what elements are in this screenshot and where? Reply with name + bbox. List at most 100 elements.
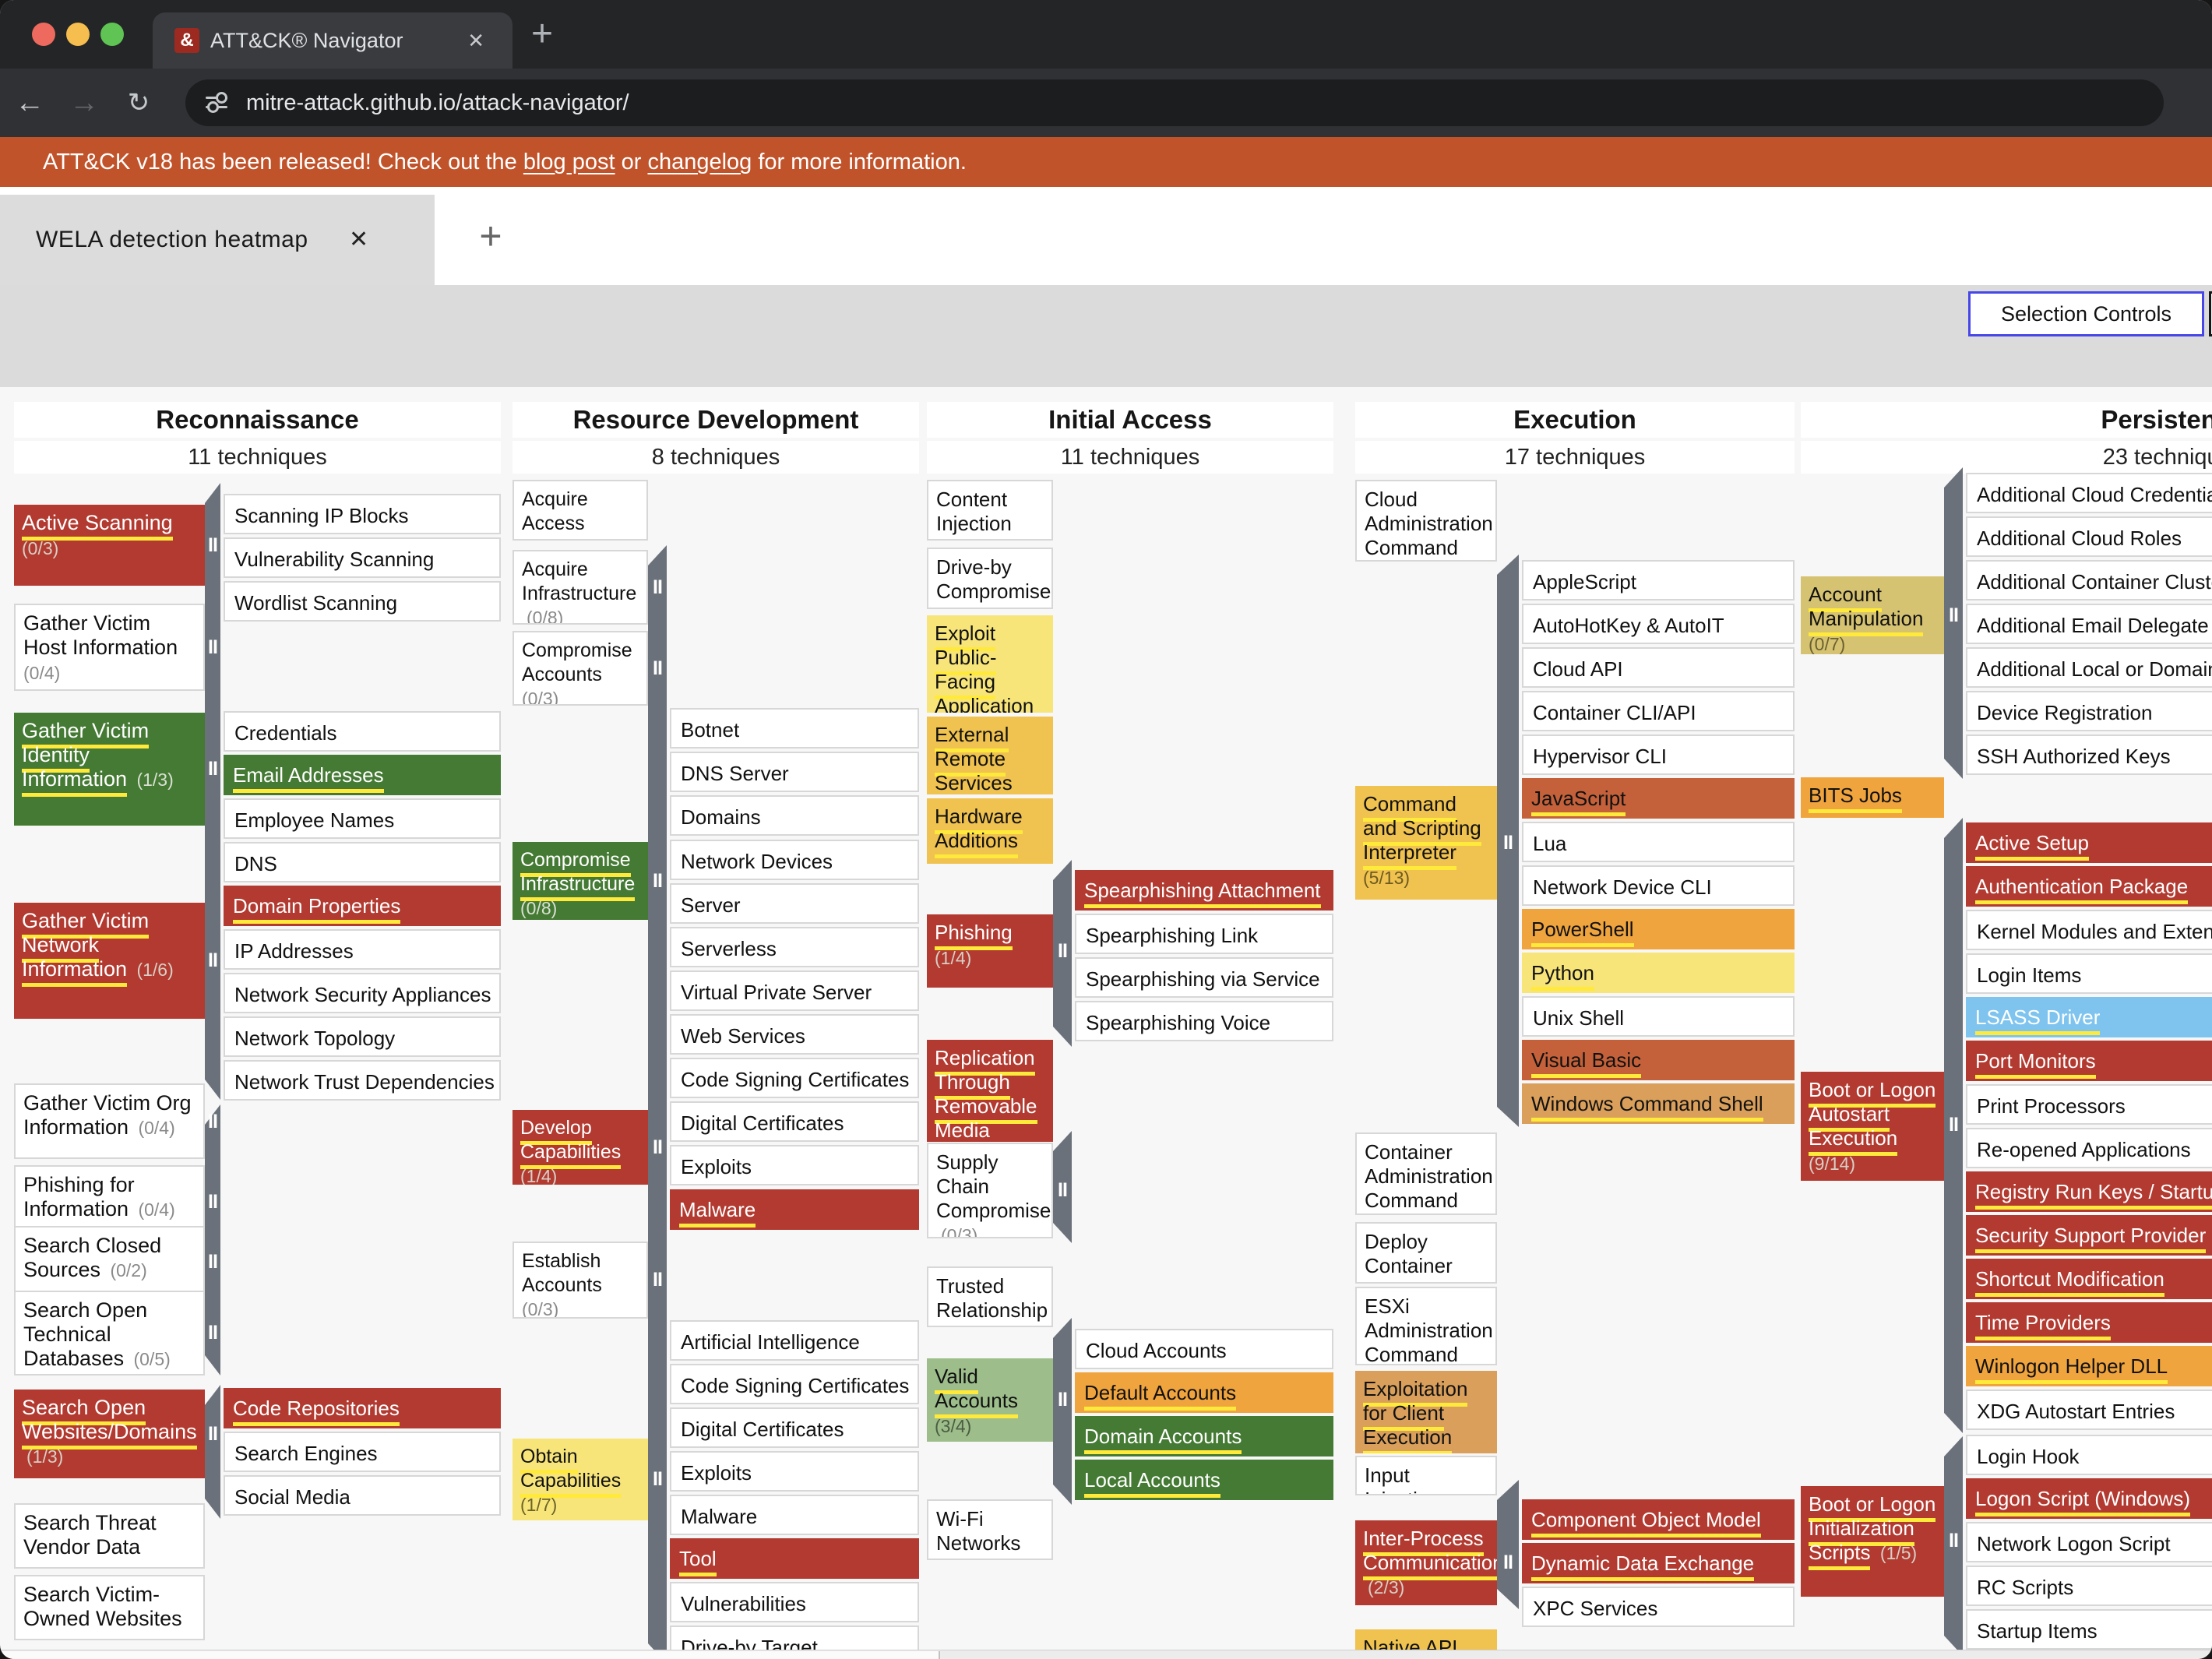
expander-icon[interactable]: II — [208, 636, 218, 658]
subtechnique-cell[interactable]: Security Support Provider — [1966, 1215, 2212, 1256]
subtechnique-cell[interactable]: Malware — [670, 1495, 919, 1535]
subtechnique-cell[interactable]: Malware — [670, 1189, 919, 1230]
subtechnique-cell[interactable]: Network Topology — [224, 1016, 501, 1057]
subtechnique-cell[interactable]: Additional Local or Domain Groups — [1966, 647, 2212, 688]
technique-cell[interactable]: Replication Through Removable Media — [927, 1040, 1053, 1142]
expander-icon[interactable]: II — [208, 1251, 218, 1273]
expander-icon[interactable]: II — [208, 949, 218, 971]
subtechnique-cell[interactable]: XDG Autostart Entries — [1966, 1390, 2212, 1430]
expander-icon[interactable]: II — [1058, 1179, 1068, 1201]
subtechnique-cell[interactable]: Exploits — [670, 1145, 919, 1185]
technique-cell[interactable]: Compromise Accounts (0/3) — [512, 631, 648, 706]
technique-cell[interactable]: Account Manipulation (0/7) — [1801, 576, 1944, 654]
subtechnique-cell[interactable]: LSASS Driver — [1966, 997, 2212, 1037]
horizontal-scrollbar[interactable] — [0, 1650, 2212, 1659]
back-icon[interactable]: ← — [15, 86, 44, 119]
browser-tab[interactable]: & ATT&CK® Navigator ✕ — [153, 12, 512, 69]
technique-cell[interactable]: Gather Victim Org Information (0/4) — [14, 1083, 205, 1159]
subtechnique-expander-bar[interactable] — [648, 545, 667, 1659]
technique-cell[interactable]: Exploit Public-Facing Application — [927, 615, 1053, 713]
subtechnique-cell[interactable]: Registry Run Keys / Startup Folder — [1966, 1171, 2212, 1212]
expander-icon[interactable]: II — [1949, 604, 1959, 626]
expander-icon[interactable]: II — [208, 1322, 218, 1344]
subtechnique-cell[interactable]: Default Accounts — [1075, 1372, 1333, 1413]
expander-icon[interactable]: II — [653, 1136, 663, 1158]
subtechnique-cell[interactable]: Visual Basic — [1522, 1040, 1795, 1080]
technique-cell[interactable]: ESXi Administration Command — [1355, 1287, 1497, 1365]
technique-cell[interactable]: Hardware Additions — [927, 798, 1053, 864]
technique-cell[interactable]: Boot or Logon Autostart Execution (9/14) — [1801, 1072, 1944, 1181]
selection-controls-button[interactable]: Selection Controls — [1968, 291, 2204, 336]
subtechnique-expander-bar[interactable] — [1053, 860, 1072, 1047]
site-settings-icon[interactable] — [206, 92, 227, 114]
technique-cell[interactable]: Compromise Infrastructure (0/8) — [512, 842, 648, 920]
technique-cell[interactable]: BITS Jobs — [1801, 777, 1944, 818]
subtechnique-cell[interactable]: Component Object Model — [1522, 1499, 1795, 1540]
subtechnique-cell[interactable]: Search Engines — [224, 1432, 501, 1472]
subtechnique-cell[interactable]: Hypervisor CLI — [1522, 734, 1795, 775]
technique-cell[interactable]: Deploy Container — [1355, 1222, 1497, 1284]
subtechnique-cell[interactable]: Login Hook — [1966, 1435, 2212, 1475]
subtechnique-cell[interactable]: Vulnerabilities — [670, 1582, 919, 1622]
subtechnique-cell[interactable]: Cloud Accounts — [1075, 1329, 1333, 1369]
subtechnique-expander-bar[interactable] — [1944, 818, 1963, 1433]
subtechnique-cell[interactable]: Employee Names — [224, 798, 501, 839]
technique-cell[interactable]: Inter-Process Communication (2/3) — [1355, 1520, 1497, 1605]
subtechnique-cell[interactable]: Unix Shell — [1522, 996, 1795, 1037]
subtechnique-cell[interactable]: Wordlist Scanning — [224, 581, 501, 622]
expander-icon[interactable]: II — [1503, 1552, 1513, 1573]
expander-icon[interactable]: II — [208, 1423, 218, 1445]
technique-cell[interactable]: Search Threat Vendor Data — [14, 1503, 205, 1569]
subtechnique-expander-bar[interactable] — [1944, 467, 1963, 779]
subtechnique-cell[interactable]: Network Trust Dependencies — [224, 1060, 501, 1101]
subtechnique-cell[interactable]: Active Setup — [1966, 822, 2212, 863]
technique-cell[interactable]: Gather Victim Host Information (0/4) — [14, 604, 205, 691]
subtechnique-cell[interactable]: Local Accounts — [1075, 1460, 1333, 1500]
subtechnique-cell[interactable]: Dynamic Data Exchange — [1522, 1543, 1795, 1583]
technique-cell[interactable]: Search Closed Sources (0/2) — [14, 1226, 205, 1298]
technique-cell[interactable]: Active Scanning (0/3) — [14, 505, 205, 586]
technique-cell[interactable]: Gather Victim Network Information (1/6) — [14, 903, 205, 1019]
expander-icon[interactable]: II — [1949, 1530, 1959, 1552]
technique-cell[interactable]: Content Injection — [927, 480, 1053, 541]
expander-icon[interactable]: II — [1058, 940, 1068, 962]
subtechnique-cell[interactable]: Network Device CLI — [1522, 865, 1795, 906]
subtechnique-cell[interactable]: Code Signing Certificates — [670, 1364, 919, 1404]
subtechnique-cell[interactable]: Additional Container Cluster Roles — [1966, 560, 2212, 601]
subtechnique-cell[interactable]: Kernel Modules and Extensions — [1966, 910, 2212, 950]
technique-cell[interactable]: Drive-by Compromise — [927, 548, 1053, 609]
technique-cell[interactable]: Exploitation for Client Execution — [1355, 1371, 1497, 1453]
subtechnique-cell[interactable]: Tool — [670, 1538, 919, 1579]
subtechnique-cell[interactable]: Shortcut Modification — [1966, 1259, 2212, 1299]
subtechnique-cell[interactable]: Social Media — [224, 1475, 501, 1516]
subtechnique-expander-bar[interactable] — [1497, 1480, 1519, 1609]
technique-cell[interactable]: Boot or Logon Initialization Scripts (1/… — [1801, 1486, 1944, 1597]
technique-cell[interactable]: Develop Capabilities (1/4) — [512, 1110, 648, 1185]
expander-icon[interactable]: II — [208, 758, 218, 780]
expander-icon[interactable]: II — [208, 534, 218, 556]
technique-cell[interactable]: Search Open Websites/Domains (1/3) — [14, 1390, 205, 1478]
subtechnique-cell[interactable]: Web Services — [670, 1014, 919, 1055]
changelog-link[interactable]: changelog — [647, 150, 752, 174]
technique-cell[interactable]: Trusted Relationship — [927, 1266, 1053, 1327]
subtechnique-cell[interactable]: Network Security Appliances — [224, 973, 501, 1013]
expander-icon[interactable]: II — [653, 1468, 663, 1490]
subtechnique-cell[interactable]: XPC Services — [1522, 1587, 1795, 1627]
subtechnique-cell[interactable]: Spearphishing Voice — [1075, 1001, 1333, 1041]
technique-cell[interactable]: Establish Accounts (0/3) — [512, 1242, 648, 1319]
technique-cell[interactable]: Gather Victim Identity Information (1/3) — [14, 713, 205, 826]
technique-cell[interactable]: Supply Chain Compromise (0/3) — [927, 1143, 1053, 1238]
subtechnique-cell[interactable]: Virtual Private Server — [670, 970, 919, 1011]
subtechnique-cell[interactable]: Botnet — [670, 708, 919, 748]
subtechnique-expander-bar[interactable] — [1497, 555, 1519, 1127]
subtechnique-cell[interactable]: Artificial Intelligence — [670, 1320, 919, 1361]
technique-cell[interactable]: Acquire Access — [512, 480, 648, 541]
expander-icon[interactable]: II — [208, 1111, 218, 1132]
subtechnique-cell[interactable]: Spearphishing Link — [1075, 914, 1333, 954]
subtechnique-cell[interactable]: Code Signing Certificates — [670, 1058, 919, 1098]
close-window-button[interactable] — [32, 23, 55, 46]
subtechnique-cell[interactable]: Cloud API — [1522, 647, 1795, 688]
subtechnique-cell[interactable]: Spearphishing via Service — [1075, 957, 1333, 998]
technique-cell[interactable]: Cloud Administration Command — [1355, 480, 1497, 562]
subtechnique-expander-bar[interactable] — [205, 1385, 220, 1519]
